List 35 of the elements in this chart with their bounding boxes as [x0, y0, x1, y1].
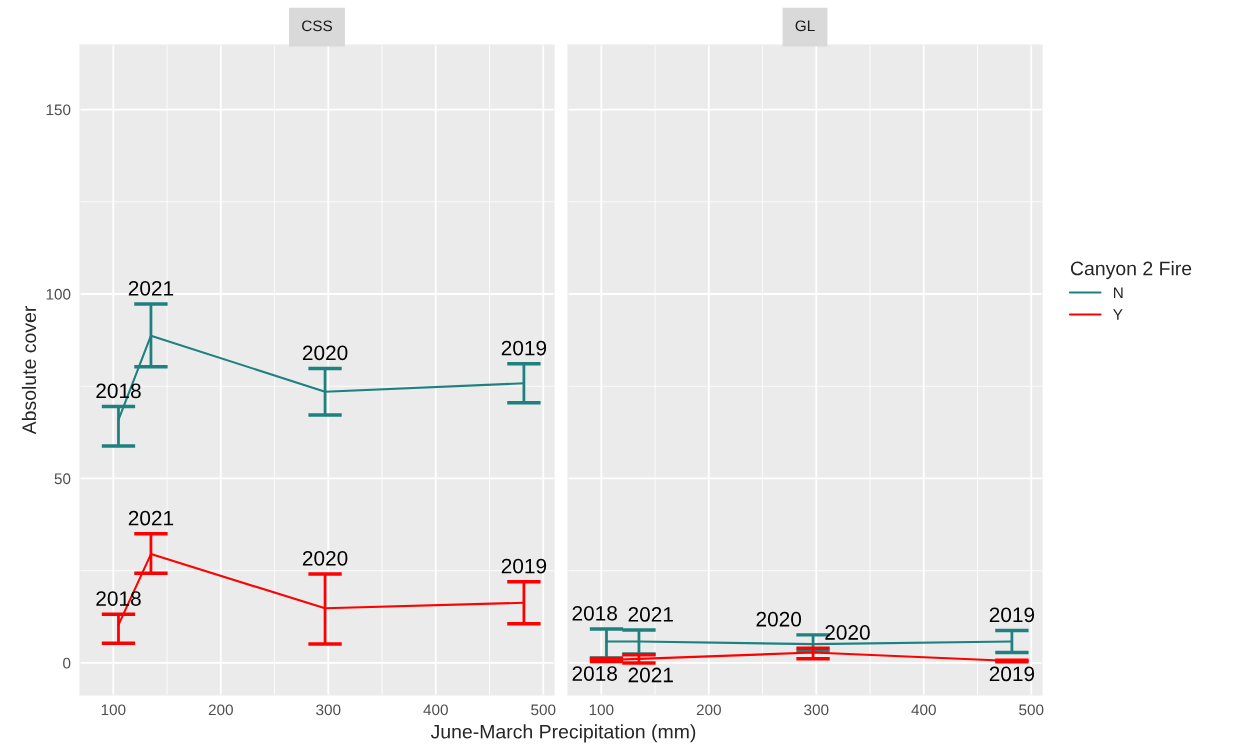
x-tick-label: 400: [911, 704, 936, 716]
y-axis-title: Absolute cover: [21, 306, 37, 435]
x-tick-label: 500: [1019, 704, 1044, 716]
annotation: 2020: [756, 611, 802, 627]
annotation: 2021: [128, 280, 174, 296]
legend-label: Y: [1113, 309, 1123, 320]
x-tick-label: 100: [101, 704, 126, 716]
y-tick-label: 50: [54, 473, 71, 485]
y-tick-label: 0: [63, 657, 71, 669]
annotation: 2018: [572, 605, 617, 621]
annotation: 2021: [128, 510, 174, 526]
annotation: 2019: [989, 607, 1035, 623]
annotation: 2021: [628, 667, 673, 683]
x-tick-label: 300: [316, 704, 341, 716]
annotation: 2018: [572, 666, 617, 681]
chart-title: GL: [795, 20, 815, 32]
annotation: 2021: [628, 607, 673, 622]
annotation: 2020: [302, 550, 348, 566]
x-tick-label: 100: [589, 704, 614, 716]
legend-title: Canyon 2 Fire: [1070, 261, 1192, 280]
legend-label: N: [1114, 287, 1123, 298]
annotation: 2019: [501, 558, 547, 574]
annotation: 2019: [501, 340, 547, 356]
x-axis-title: June-March Precipitation (mm): [430, 724, 696, 743]
x-tick-label: 500: [531, 704, 556, 716]
y-tick-label: 150: [46, 104, 71, 116]
x-tick-label: 200: [208, 704, 233, 716]
x-tick-label: 300: [804, 704, 829, 716]
annotation: 2020: [825, 625, 870, 640]
annotation: 2019: [989, 666, 1035, 682]
x-tick-label: 200: [696, 704, 721, 716]
annotation: 2020: [302, 345, 348, 361]
x-tick-label: 400: [423, 704, 448, 716]
chart-title: CSS: [302, 20, 332, 32]
y-tick-label: 100: [46, 288, 71, 300]
